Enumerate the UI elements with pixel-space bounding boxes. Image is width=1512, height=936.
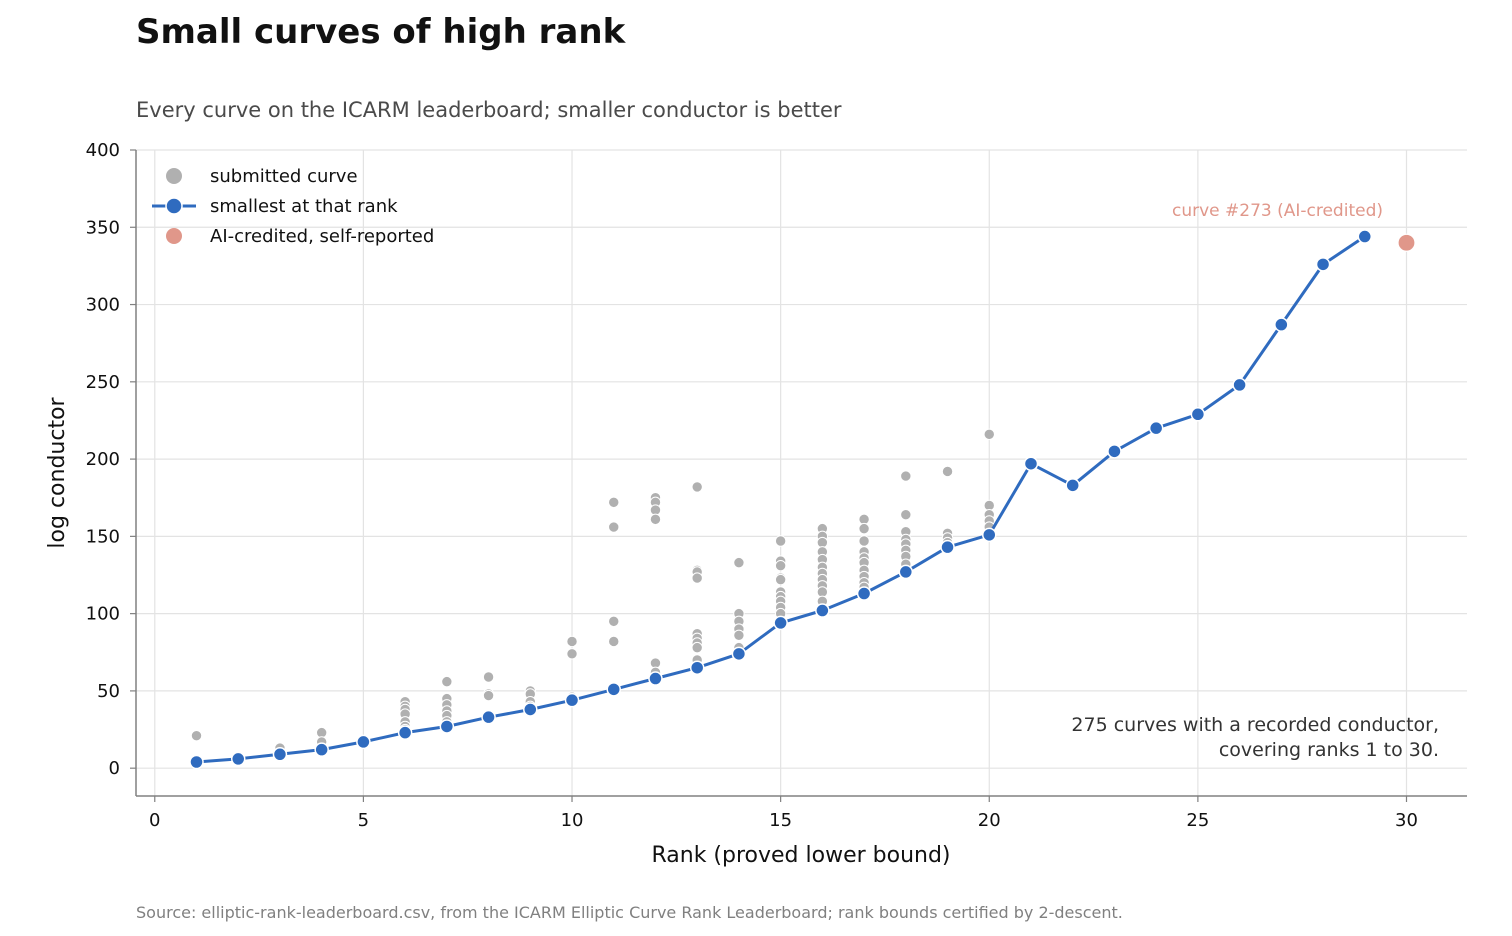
legend-marker-submitted bbox=[166, 168, 182, 184]
submitted-point bbox=[691, 572, 703, 584]
source-note: Source: elliptic-rank-leaderboard.csv, f… bbox=[136, 903, 1123, 922]
smallest-point bbox=[481, 709, 496, 725]
smallest-point bbox=[1357, 229, 1373, 244]
summary-annotation-line-1: 275 curves with a recorded conductor, bbox=[1071, 714, 1439, 736]
submitted-point bbox=[608, 615, 620, 628]
y-tick-label: 350 bbox=[86, 217, 120, 238]
chart-subtitle: Every curve on the ICARM leaderboard; sm… bbox=[136, 98, 842, 122]
submitted-point bbox=[691, 481, 703, 493]
submitted-point bbox=[733, 556, 745, 569]
y-tick-label: 250 bbox=[86, 372, 120, 393]
submitted-point bbox=[649, 513, 662, 526]
smallest-point bbox=[314, 742, 329, 757]
smallest-point bbox=[648, 671, 663, 686]
submitted-point bbox=[858, 522, 870, 535]
smallest-point bbox=[898, 564, 914, 580]
smallest-point bbox=[397, 725, 413, 740]
submitted-point bbox=[900, 509, 912, 521]
smallest-point bbox=[230, 751, 246, 767]
submitted-point bbox=[482, 689, 495, 702]
smallest-point bbox=[564, 692, 580, 708]
ai-credited-annotation: curve #273 (AI-credited) bbox=[1172, 201, 1383, 221]
submitted-points bbox=[190, 428, 995, 754]
smallest-point bbox=[1232, 377, 1247, 393]
y-tick-label: 400 bbox=[86, 140, 120, 161]
submitted-point bbox=[733, 629, 745, 641]
submitted-point bbox=[566, 635, 578, 648]
legend-marker-smallest bbox=[165, 197, 183, 215]
smallest-point bbox=[1190, 407, 1206, 422]
smallest-point bbox=[1148, 420, 1164, 436]
smallest-point bbox=[773, 615, 788, 631]
submitted-point bbox=[774, 560, 787, 572]
submitted-point bbox=[858, 535, 870, 547]
x-axis-label: Rank (proved lower bound) bbox=[651, 843, 950, 868]
submitted-point bbox=[608, 521, 620, 533]
x-tick-label: 20 bbox=[978, 810, 1001, 831]
x-tick-label: 25 bbox=[1186, 810, 1209, 831]
submitted-point bbox=[190, 730, 203, 742]
legend-marker-ai-credited bbox=[166, 228, 182, 244]
smallest-point bbox=[606, 682, 621, 697]
summary-annotation-line-2: covering ranks 1 to 30. bbox=[1219, 739, 1439, 761]
smallest-point bbox=[731, 646, 747, 662]
smallest-point bbox=[1065, 478, 1080, 493]
submitted-point bbox=[774, 535, 787, 547]
x-tick-label: 10 bbox=[561, 810, 584, 831]
legend: submitted curve smallest at that rank AI-c… bbox=[152, 166, 434, 247]
ai-credited-point bbox=[1397, 233, 1416, 252]
smallest-point bbox=[439, 719, 455, 734]
submitted-point bbox=[608, 496, 620, 509]
submitted-point bbox=[608, 635, 620, 648]
ai-credited-points bbox=[1397, 233, 1416, 252]
legend-label: submitted curve bbox=[210, 166, 358, 187]
submitted-point bbox=[566, 648, 578, 660]
smallest-point bbox=[1274, 317, 1289, 332]
smallest-point bbox=[356, 734, 371, 750]
submitted-point bbox=[774, 573, 787, 586]
smallest-point bbox=[856, 586, 872, 601]
smallest-point bbox=[1023, 456, 1039, 471]
x-tick-label: 15 bbox=[769, 810, 792, 831]
smallest-point bbox=[272, 747, 288, 762]
legend-label: smallest at that rank bbox=[210, 196, 398, 217]
submitted-point bbox=[482, 671, 495, 683]
submitted-point bbox=[941, 465, 954, 478]
smallest-point bbox=[189, 754, 204, 770]
submitted-point bbox=[441, 675, 453, 688]
x-tick-label: 0 bbox=[149, 810, 160, 831]
y-tick-label: 100 bbox=[86, 604, 120, 625]
y-tick-label: 150 bbox=[86, 526, 120, 547]
x-tick-label: 5 bbox=[358, 810, 369, 831]
smallest-point bbox=[940, 539, 955, 555]
y-tick-label: 50 bbox=[97, 681, 120, 702]
smallest-point bbox=[982, 527, 997, 543]
submitted-point bbox=[900, 470, 912, 482]
chart-title: Small curves of high rank bbox=[136, 12, 626, 52]
smallest-point bbox=[689, 660, 705, 675]
y-tick-label: 0 bbox=[109, 758, 120, 779]
smallest-point bbox=[523, 702, 538, 717]
y-tick-label: 200 bbox=[86, 449, 120, 470]
smallest-point bbox=[1107, 444, 1122, 459]
y-tick-label: 300 bbox=[86, 295, 120, 316]
legend-label: AI-credited, self-reported bbox=[210, 226, 434, 247]
submitted-point bbox=[983, 428, 995, 441]
y-axis-label: log conductor bbox=[45, 396, 70, 548]
smallest-point bbox=[1315, 257, 1331, 272]
smallest-point bbox=[815, 603, 830, 618]
submitted-point bbox=[691, 641, 703, 654]
x-tick-label: 30 bbox=[1395, 810, 1418, 831]
smallest-line bbox=[189, 229, 1373, 770]
grid bbox=[136, 149, 1467, 796]
